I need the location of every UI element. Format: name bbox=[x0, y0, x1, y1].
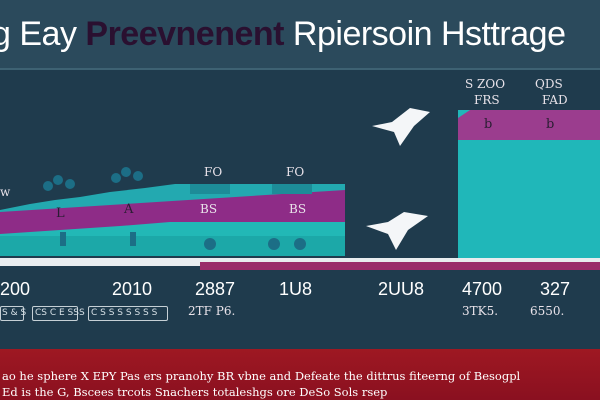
top-label-2: FRS bbox=[474, 93, 500, 107]
divider bbox=[0, 68, 600, 70]
bottom-text-line-1: ao he sphere X EPY Pas ers pranohy BR vb… bbox=[2, 369, 521, 383]
box-label-4: BS bbox=[289, 202, 307, 216]
top-label-4: FAD bbox=[542, 93, 568, 107]
ribbon-block-b bbox=[272, 184, 312, 194]
ribbon-block-a bbox=[190, 184, 230, 194]
value-1: 2010 bbox=[112, 279, 153, 299]
tag-box-1 bbox=[0, 306, 24, 321]
lower-teal bbox=[0, 236, 345, 256]
tag-box-3 bbox=[88, 306, 168, 321]
ribbon-label-1: L bbox=[56, 206, 65, 221]
bird-upper bbox=[372, 108, 430, 146]
subvalue-1: 2TF P6. bbox=[188, 304, 236, 318]
value-0: 200 bbox=[0, 279, 31, 299]
tower-label-1: b bbox=[484, 117, 493, 132]
box-label-3: BS bbox=[200, 202, 218, 216]
title-banner: g Eay Preevnenent Rpiersoin Hsttrage bbox=[0, 0, 600, 68]
subvalue-2: 3TK5. bbox=[462, 304, 499, 318]
figures bbox=[43, 167, 306, 250]
tag-box-2 bbox=[32, 306, 78, 321]
box-label-2: FO bbox=[286, 165, 305, 179]
bottom-text-line-2: Ed is the G, Bscees trcots Snachers tota… bbox=[2, 385, 388, 399]
tag-2: CS C E SSS bbox=[35, 308, 85, 318]
tower-label-2: b bbox=[546, 117, 555, 132]
bottom-caption-strip: ao he sphere X EPY Pas ers pranohy BR vb… bbox=[0, 349, 600, 400]
tower-top bbox=[458, 110, 600, 140]
value-4: 2UU8 bbox=[378, 279, 425, 299]
floor-shadow bbox=[200, 262, 600, 270]
page-title: g Eay Preevnenent Rpiersoin Hsttrage bbox=[0, 15, 566, 53]
tag-3: C S S S S S S S bbox=[91, 308, 158, 318]
tag-1: S & S bbox=[2, 308, 27, 318]
subvalue-3: 6550. bbox=[530, 304, 565, 318]
top-label-1: S ZOO bbox=[465, 77, 506, 91]
ribbon-label-2: A bbox=[124, 202, 134, 217]
value-2: 2887 bbox=[195, 279, 236, 299]
value-3: 1U8 bbox=[279, 279, 313, 299]
box-label-1: FO bbox=[204, 165, 223, 179]
top-label-3: QDS bbox=[535, 77, 563, 91]
value-5: 4700 bbox=[462, 279, 503, 299]
bird-lower bbox=[366, 212, 428, 250]
value-6: 327 bbox=[540, 279, 571, 299]
left-marker: w bbox=[0, 185, 11, 199]
ribbon-top bbox=[0, 184, 345, 212]
